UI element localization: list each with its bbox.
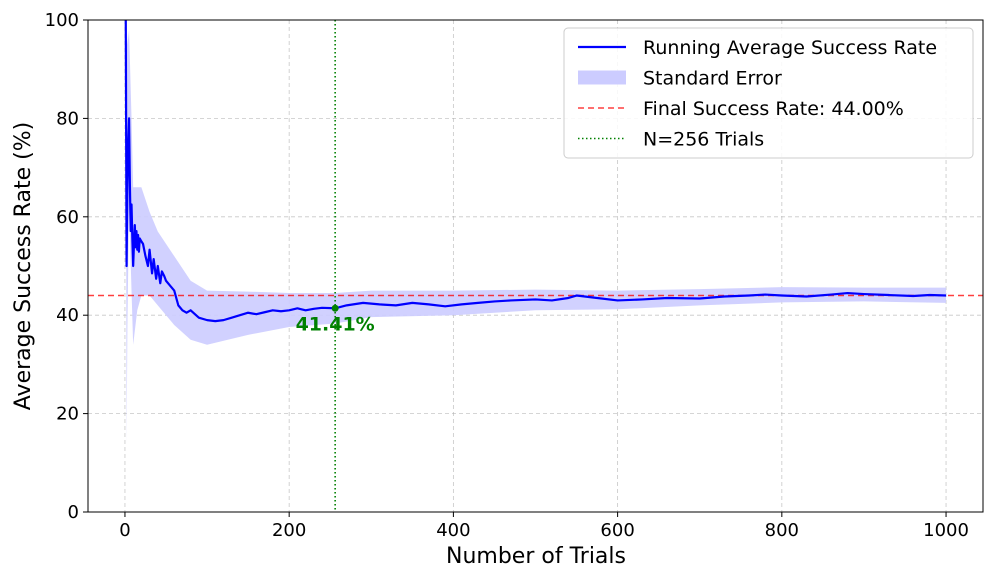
legend: Running Average Success Rate Standard Err…	[563, 27, 974, 159]
tick-layer: 0 200 400 600 800 1000 0 20 40 60 80 100	[45, 10, 969, 541]
x-tick-label: 0	[119, 520, 130, 541]
legend-label: N=256 Trials	[643, 129, 764, 151]
x-axis-label: Number of Trials	[446, 544, 626, 569]
legend-label: Standard Error	[643, 68, 782, 90]
legend-label: Final Success Rate: 44.00%	[643, 98, 904, 120]
y-tick-label: 20	[56, 404, 79, 425]
axes-layer	[87, 19, 984, 513]
legend-box	[563, 27, 974, 159]
y-tick-label: 0	[68, 502, 79, 523]
reference-lines-layer	[88, 20, 983, 512]
x-tick-label: 600	[600, 520, 634, 541]
x-tick-label: 200	[272, 520, 306, 541]
annotation-marker	[331, 304, 339, 312]
plot-frame	[87, 19, 984, 513]
running-average-line-layer	[124, 20, 947, 323]
x-tick-label: 1000	[923, 520, 969, 541]
y-tick-label: 40	[56, 305, 79, 326]
legend-swatch-standard-error	[578, 70, 626, 85]
annotation-label: 41.41%	[296, 313, 375, 335]
x-tick-label: 400	[436, 520, 470, 541]
running-average-line	[124, 20, 947, 323]
x-tick-label: 800	[765, 520, 799, 541]
legend-label: Running Average Success Rate	[643, 37, 937, 59]
y-axis-label: Average Success Rate (%)	[11, 122, 36, 410]
y-tick-label: 100	[45, 10, 79, 31]
annotation-layer: 41.41%	[296, 304, 375, 335]
y-tick-label: 60	[56, 207, 79, 228]
y-tick-label: 80	[56, 108, 79, 129]
